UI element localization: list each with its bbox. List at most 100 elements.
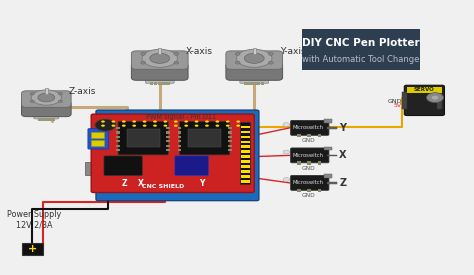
Circle shape (141, 61, 146, 64)
Bar (241, 145, 249, 148)
Text: +: + (27, 244, 37, 254)
Circle shape (236, 53, 240, 55)
Bar (166, 136, 170, 138)
Circle shape (141, 53, 146, 55)
Bar (231, 60, 278, 67)
Bar (178, 136, 182, 138)
Circle shape (432, 96, 438, 100)
Bar (241, 175, 249, 178)
FancyBboxPatch shape (131, 51, 188, 69)
FancyBboxPatch shape (291, 120, 329, 135)
Circle shape (174, 53, 179, 55)
FancyBboxPatch shape (146, 77, 174, 83)
Bar (26, 99, 66, 105)
Bar (240, 122, 250, 184)
Bar (178, 149, 182, 151)
Circle shape (122, 125, 126, 127)
Text: CNC SHIELD: CNC SHIELD (142, 184, 184, 189)
Circle shape (184, 120, 188, 123)
Bar (178, 127, 182, 129)
Text: GND: GND (301, 193, 315, 198)
Bar (241, 131, 249, 133)
Circle shape (226, 120, 230, 123)
Text: with Automatic Tool Change: with Automatic Tool Change (302, 55, 419, 64)
Bar (307, 189, 311, 192)
Text: SERVO: SERVO (414, 87, 435, 92)
Bar (166, 127, 170, 129)
Bar (228, 136, 232, 138)
FancyBboxPatch shape (21, 91, 71, 107)
Circle shape (236, 61, 240, 64)
Bar (241, 155, 249, 158)
Text: GND: GND (301, 166, 315, 170)
Bar (154, 82, 157, 85)
Text: Z-axis: Z-axis (68, 87, 96, 97)
Bar (188, 129, 221, 147)
Circle shape (184, 125, 188, 127)
FancyBboxPatch shape (131, 63, 188, 80)
Bar (241, 170, 249, 173)
Circle shape (58, 100, 63, 103)
Circle shape (30, 93, 34, 95)
Bar (241, 126, 249, 128)
Bar (45, 118, 48, 121)
Circle shape (174, 125, 178, 127)
Bar (127, 129, 160, 147)
Bar (402, 92, 407, 109)
Circle shape (101, 120, 105, 123)
Bar (166, 140, 170, 142)
Bar (297, 134, 301, 137)
Bar (45, 89, 48, 94)
Text: Microswitch: Microswitch (292, 153, 323, 158)
Text: Microswitch: Microswitch (292, 180, 323, 185)
Circle shape (111, 120, 115, 123)
Bar (328, 182, 337, 184)
Bar (116, 140, 120, 142)
Circle shape (164, 120, 167, 123)
Circle shape (195, 125, 199, 127)
Bar (318, 161, 321, 165)
Bar (318, 189, 321, 192)
Bar (307, 161, 311, 165)
FancyBboxPatch shape (91, 114, 254, 192)
Circle shape (268, 61, 273, 64)
Ellipse shape (142, 49, 177, 67)
Bar (136, 60, 183, 67)
FancyBboxPatch shape (404, 85, 445, 116)
FancyBboxPatch shape (226, 63, 283, 80)
Circle shape (226, 125, 230, 127)
Circle shape (143, 125, 146, 127)
Bar (324, 147, 332, 150)
Circle shape (132, 120, 136, 123)
Bar (241, 136, 249, 138)
Text: Y-axis: Y-axis (280, 47, 306, 56)
Bar (244, 82, 248, 85)
Text: X-axis: X-axis (186, 47, 213, 56)
FancyBboxPatch shape (240, 77, 269, 83)
Bar (241, 160, 249, 163)
Text: GND: GND (387, 99, 402, 104)
Bar (324, 119, 332, 123)
Text: Y: Y (200, 179, 205, 188)
Circle shape (132, 125, 136, 127)
Bar (116, 145, 120, 147)
Text: X: X (339, 150, 347, 160)
Text: PWM signal - Pin D11: PWM signal - Pin D11 (146, 114, 217, 120)
Bar (91, 132, 104, 138)
FancyBboxPatch shape (104, 156, 142, 175)
Bar (116, 149, 120, 151)
Bar (252, 82, 256, 85)
Text: Y: Y (339, 123, 346, 133)
Bar (162, 82, 166, 85)
Circle shape (283, 123, 290, 127)
Ellipse shape (38, 93, 55, 102)
Bar (297, 189, 301, 192)
Circle shape (174, 61, 179, 64)
Bar (47, 118, 51, 121)
Bar (228, 149, 232, 151)
Bar (241, 165, 249, 168)
FancyBboxPatch shape (34, 113, 59, 119)
Text: X: X (138, 179, 144, 188)
Circle shape (268, 53, 273, 55)
Text: Z: Z (121, 179, 127, 188)
